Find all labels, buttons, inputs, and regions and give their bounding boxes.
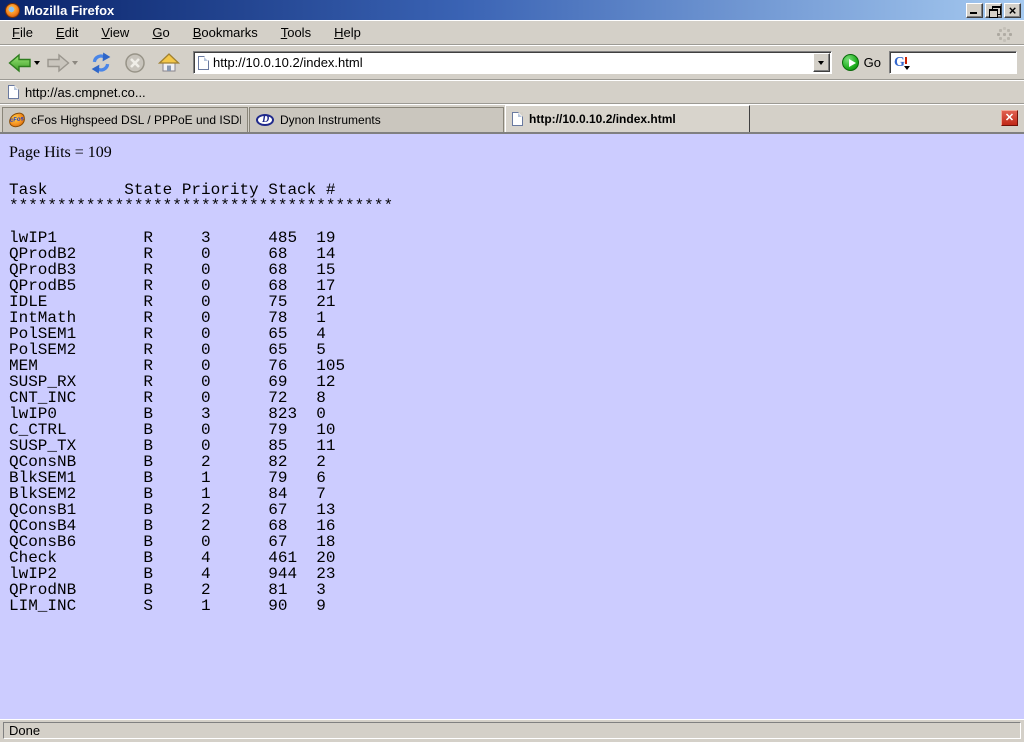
back-button[interactable] [5,51,43,75]
go-icon [841,54,859,71]
menu-item-edit[interactable]: Edit [55,25,79,40]
url-dropdown-button[interactable] [812,53,830,72]
task-table: Task State Priority Stack # ************… [9,181,394,615]
close-tab-button[interactable]: ✕ [1001,110,1018,126]
forward-button[interactable] [43,51,81,75]
close-button[interactable] [1004,2,1021,18]
menu-item-file[interactable]: File [12,25,33,40]
stop-icon [125,52,145,73]
page-icon [512,112,523,126]
bookmark-page-icon [8,85,19,99]
tab-label: cFos Highspeed DSL / PPPoE und ISDN CAP.… [31,113,241,127]
restore-button[interactable] [985,2,1002,18]
bookmark-item[interactable]: http://as.cmpnet.co... [8,85,146,100]
menu-item-bookmarks[interactable]: Bookmarks [192,25,258,40]
menu-item-go[interactable]: Go [152,25,170,40]
go-button[interactable]: Go [841,54,881,71]
search-input[interactable] [912,55,1016,70]
dynon-icon [256,113,274,127]
title-bar: Mozilla Firefox [0,0,1024,20]
menu-item-tools[interactable]: Tools [280,25,312,40]
reload-icon [91,52,111,73]
back-arrow-icon [8,52,31,73]
status-text: Done [3,722,1021,739]
tab-1[interactable]: cFos Highspeed DSL / PPPoE und ISDN CAP.… [2,107,248,132]
page-icon [198,55,209,70]
tab-strip: cFos Highspeed DSL / PPPoE und ISDN CAP.… [2,105,751,132]
stop-button[interactable] [121,50,149,76]
forward-dropdown-icon[interactable] [72,60,78,65]
menu-bar: File Edit View Go Bookmarks Tools Help [0,20,1024,45]
tab-2[interactable]: Dynon Instruments [249,107,504,132]
search-bar[interactable]: G [889,51,1017,74]
home-icon [158,52,180,71]
minimize-button[interactable] [966,2,983,18]
forward-arrow-icon [47,52,70,73]
menu-item-view[interactable]: View [101,25,130,40]
navigation-toolbar: Go G [0,45,1024,80]
reload-button[interactable] [87,50,115,76]
tab-label: http://10.0.10.2/index.html [529,112,676,126]
page-hits-text: Page Hits = 109 [9,144,112,161]
cfos-icon [8,111,26,129]
bookmark-label: http://as.cmpnet.co... [25,84,146,100]
back-dropdown-icon[interactable] [34,60,40,65]
tab-3[interactable]: http://10.0.10.2/index.html [505,105,750,132]
throbber-icon [996,26,1012,42]
home-button[interactable] [155,50,183,76]
bookmarks-toolbar: http://as.cmpnet.co... [0,80,1024,104]
page-content: Page Hits = 109 Task State Priority Stac… [0,134,1024,719]
url-bar[interactable] [193,51,832,74]
menu-bar-items: File Edit View Go Bookmarks Tools Help [4,22,376,43]
url-input[interactable] [209,55,813,70]
tab-label: Dynon Instruments [280,113,381,127]
tab-bar: cFos Highspeed DSL / PPPoE und ISDN CAP.… [0,104,1024,134]
status-bar: Done [0,719,1024,742]
window-title: Mozilla Firefox [24,2,115,18]
firefox-logo-icon [5,2,20,18]
menu-item-help[interactable]: Help [334,25,361,40]
google-g-icon[interactable]: G [894,55,912,71]
